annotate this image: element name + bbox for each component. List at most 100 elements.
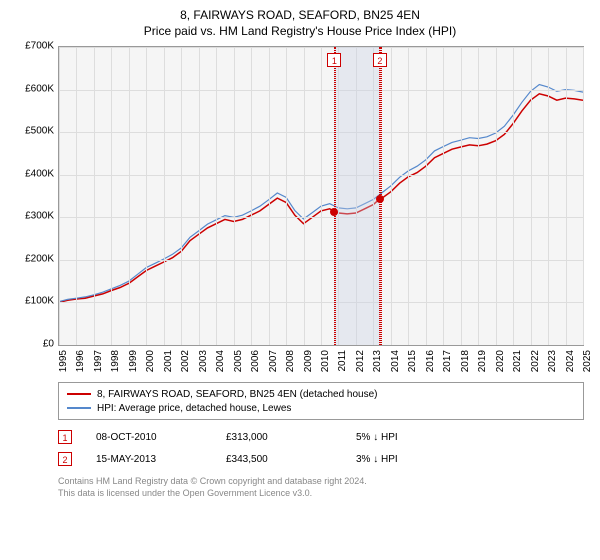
gridline-v [321, 47, 322, 345]
y-tick-label: £700K [25, 41, 54, 52]
gridline-v [548, 47, 549, 345]
x-tick-label: 2018 [460, 350, 471, 372]
y-tick-label: £400K [25, 168, 54, 179]
gridline-v [94, 47, 95, 345]
legend-label: 8, FAIRWAYS ROAD, SEAFORD, BN25 4EN (det… [97, 389, 377, 400]
sales-row-badge: 1 [58, 430, 72, 444]
y-tick-label: £500K [25, 126, 54, 137]
footer: Contains HM Land Registry data © Crown c… [58, 476, 584, 499]
gridline-v [181, 47, 182, 345]
x-tick-label: 2010 [320, 350, 331, 372]
gridline-v [146, 47, 147, 345]
x-tick-label: 2000 [145, 350, 156, 372]
x-tick-label: 2013 [372, 350, 383, 372]
x-tick-label: 2007 [268, 350, 279, 372]
x-tick-label: 2020 [495, 350, 506, 372]
x-tick-label: 2022 [530, 350, 541, 372]
y-axis: £0£100K£200K£300K£400K£500K£600K£700K [16, 46, 58, 346]
y-tick-label: £100K [25, 296, 54, 307]
y-tick-label: £0 [43, 339, 54, 350]
sales-row-hpi: 3% ↓ HPI [356, 454, 486, 465]
x-tick-label: 1998 [110, 350, 121, 372]
legend-box: 8, FAIRWAYS ROAD, SEAFORD, BN25 4EN (det… [58, 382, 584, 420]
gridline-v [286, 47, 287, 345]
x-tick-label: 2001 [163, 350, 174, 372]
gridline-v [269, 47, 270, 345]
gridline-v [513, 47, 514, 345]
sales-row: 2 15-MAY-2013£343,5003% ↓ HPI [58, 448, 584, 470]
y-tick-label: £300K [25, 211, 54, 222]
x-tick-label: 2005 [233, 350, 244, 372]
x-tick-label: 1997 [93, 350, 104, 372]
gridline-v [408, 47, 409, 345]
x-tick-label: 2011 [337, 350, 348, 372]
legend-swatch [67, 393, 91, 395]
gridline-v [76, 47, 77, 345]
gridline-v [531, 47, 532, 345]
x-tick-label: 2015 [407, 350, 418, 372]
gridline-v [566, 47, 567, 345]
chart-subtitle: Price paid vs. HM Land Registry's House … [16, 24, 584, 38]
chart-area: £0£100K£200K£300K£400K£500K£600K£700K 12… [16, 46, 584, 376]
sales-row-price: £313,000 [226, 432, 356, 443]
gridline-v [426, 47, 427, 345]
x-tick-label: 2024 [565, 350, 576, 372]
chart-title: 8, FAIRWAYS ROAD, SEAFORD, BN25 4EN [16, 8, 584, 22]
legend-row: 8, FAIRWAYS ROAD, SEAFORD, BN25 4EN (det… [67, 387, 575, 401]
x-tick-label: 2019 [477, 350, 488, 372]
x-tick-label: 2017 [442, 350, 453, 372]
x-tick-label: 2008 [285, 350, 296, 372]
gridline-v [199, 47, 200, 345]
gridline-v [583, 47, 584, 345]
sale-badge: 1 [327, 53, 341, 67]
plot-area: 12 [58, 46, 584, 346]
x-tick-label: 2003 [198, 350, 209, 372]
gridline-v [59, 47, 60, 345]
sale-vertical-line [334, 47, 336, 345]
legend-label: HPI: Average price, detached house, Lewe… [97, 403, 291, 414]
sale-highlight-band [334, 47, 379, 345]
x-tick-label: 2023 [547, 350, 558, 372]
sales-row-badge: 2 [58, 452, 72, 466]
sales-row-date: 08-OCT-2010 [96, 432, 226, 443]
gridline-v [164, 47, 165, 345]
gridline-v [304, 47, 305, 345]
x-tick-label: 2021 [512, 350, 523, 372]
x-tick-label: 1999 [128, 350, 139, 372]
x-tick-label: 2006 [250, 350, 261, 372]
footer-line-1: Contains HM Land Registry data © Crown c… [58, 476, 584, 488]
gridline-v [216, 47, 217, 345]
x-axis: 1995 1996 1997 1998 1999 2000 2001 2002 2003 2004… [58, 346, 584, 376]
gridline-v [478, 47, 479, 345]
y-tick-label: £200K [25, 253, 54, 264]
gridline-v [111, 47, 112, 345]
x-tick-label: 1996 [75, 350, 86, 372]
x-tick-label: 2012 [355, 350, 366, 372]
x-tick-label: 2014 [390, 350, 401, 372]
x-tick-label: 2025 [582, 350, 593, 372]
legend-row: HPI: Average price, detached house, Lewe… [67, 401, 575, 415]
x-tick-label: 2002 [180, 350, 191, 372]
y-tick-label: £600K [25, 83, 54, 94]
sales-row-price: £343,500 [226, 454, 356, 465]
sale-badge: 2 [373, 53, 387, 67]
sales-row-date: 15-MAY-2013 [96, 454, 226, 465]
sale-dot [330, 208, 338, 216]
x-tick-label: 2016 [425, 350, 436, 372]
gridline-v [443, 47, 444, 345]
x-tick-label: 2009 [303, 350, 314, 372]
gridline-v [129, 47, 130, 345]
footer-line-2: This data is licensed under the Open Gov… [58, 488, 584, 500]
gridline-v [391, 47, 392, 345]
gridline-v [251, 47, 252, 345]
sale-dot [376, 195, 384, 203]
x-tick-label: 1995 [58, 350, 69, 372]
gridline-v [234, 47, 235, 345]
sales-row: 1 08-OCT-2010£313,0005% ↓ HPI [58, 426, 584, 448]
legend-swatch [67, 407, 91, 409]
sales-table: 1 08-OCT-2010£313,0005% ↓ HPI 2 15-MAY-2013… [58, 426, 584, 470]
x-tick-label: 2004 [215, 350, 226, 372]
sales-row-hpi: 5% ↓ HPI [356, 432, 486, 443]
gridline-v [461, 47, 462, 345]
gridline-v [496, 47, 497, 345]
